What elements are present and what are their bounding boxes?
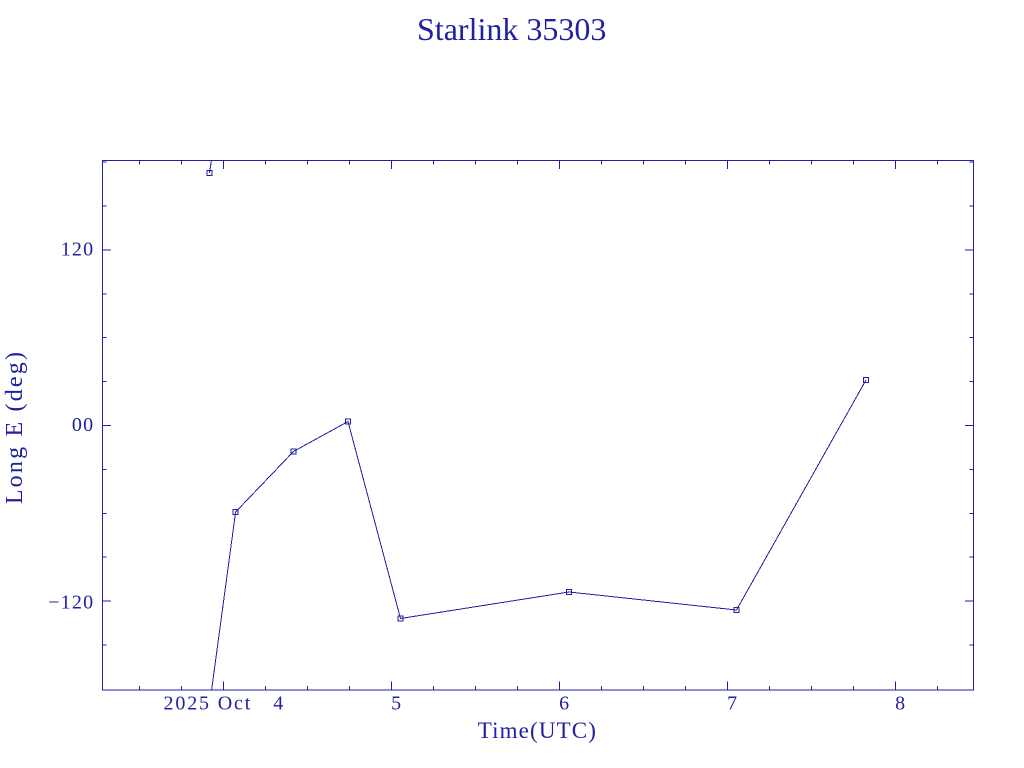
svg-text:6: 6 [559, 693, 569, 715]
svg-text:7: 7 [727, 693, 737, 715]
svg-text:4: 4 [273, 693, 283, 715]
svg-text:−120: −120 [48, 591, 94, 613]
svg-text:Long E (deg): Long E (deg) [2, 350, 28, 504]
svg-text:Time(UTC): Time(UTC) [478, 718, 597, 743]
svg-text:5: 5 [391, 693, 401, 715]
svg-text:8: 8 [895, 693, 905, 715]
svg-text:00: 00 [72, 414, 94, 436]
svg-text:Starlink 35303: Starlink 35303 [417, 11, 606, 47]
svg-text:2025 Oct: 2025 Oct [164, 693, 253, 715]
svg-text:120: 120 [61, 239, 95, 261]
